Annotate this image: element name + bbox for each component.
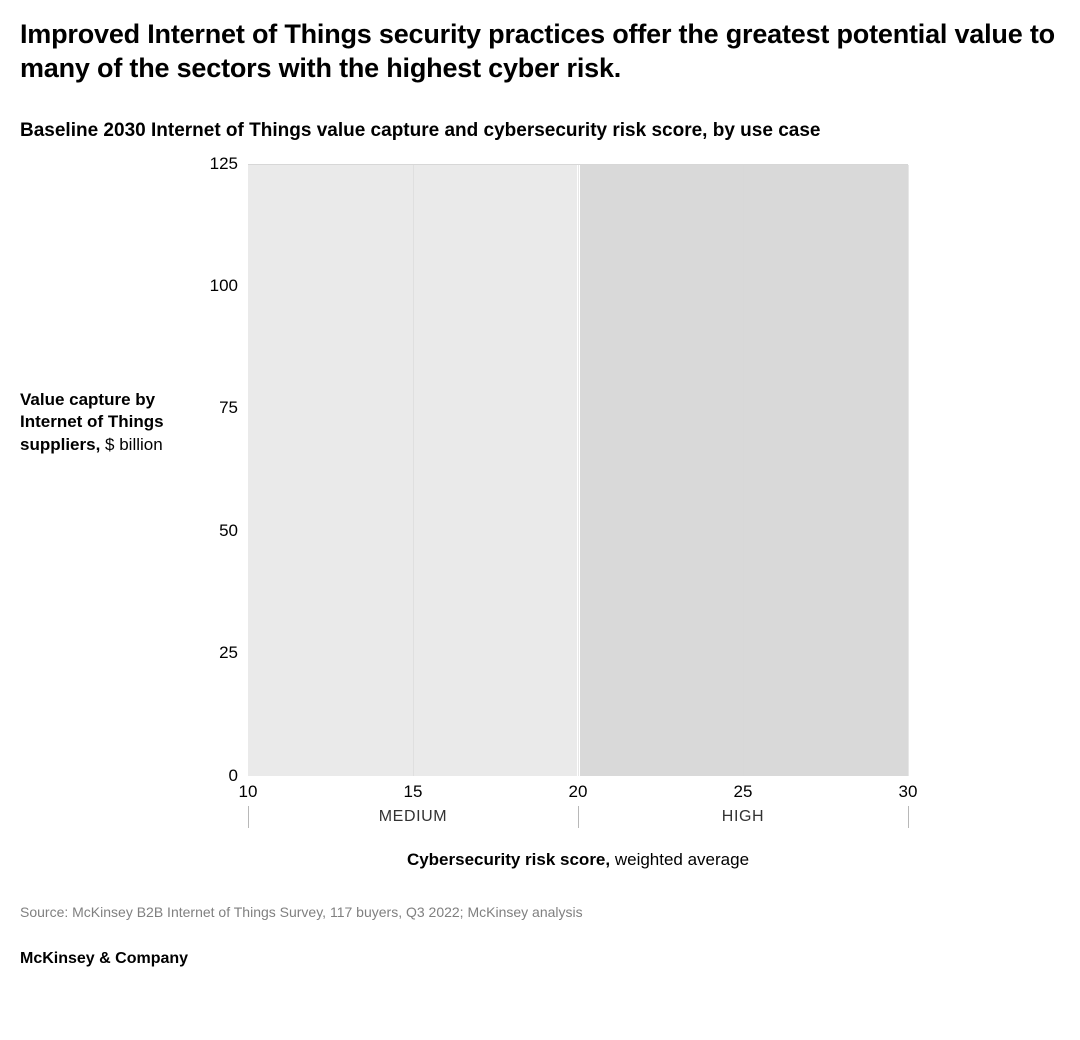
chart-subtitle: Baseline 2030 Internet of Things value c… [20,120,1060,142]
source-note: Source: McKinsey B2B Internet of Things … [20,904,1060,920]
band-separator-tick [248,806,249,828]
plot-area [248,164,908,776]
band-label: MEDIUM [379,808,447,826]
x-axis-title: Cybersecurity risk score, weighted avera… [248,850,908,870]
x-tick-label: 30 [899,782,918,802]
y-axis-title-light: $ billion [100,435,162,454]
x-tick-label: 15 [404,782,423,802]
gridline-vertical [908,165,909,776]
x-axis-title-light: weighted average [610,850,749,869]
x-axis-ticks: 1015202530 [248,776,908,804]
band-separator-tick [908,806,909,828]
y-tick-label: 25 [219,643,238,663]
y-tick-label: 0 [229,766,238,786]
x-axis-band-labels: MEDIUM HIGH [248,804,908,838]
x-tick-label: 25 [734,782,753,802]
y-tick-label: 100 [210,276,238,296]
y-tick-label: 125 [210,154,238,174]
band-label: HIGH [722,808,764,826]
x-tick-label: 20 [569,782,588,802]
chart-container: Value capture by Internet of Things supp… [20,164,1060,870]
gridline-vertical [413,165,414,776]
x-axis-title-bold: Cybersecurity risk score, [407,850,610,869]
y-axis-ticks: 0255075100125 [200,164,248,776]
y-tick-label: 50 [219,521,238,541]
x-tick-label: 10 [239,782,258,802]
gridline-vertical [578,165,579,776]
band-separator-tick [578,806,579,828]
gridline-vertical [743,165,744,776]
y-axis-title: Value capture by Internet of Things supp… [20,164,200,458]
chart-headline: Improved Internet of Things security pra… [20,18,1060,86]
brand-label: McKinsey & Company [20,950,1060,968]
y-tick-label: 75 [219,398,238,418]
